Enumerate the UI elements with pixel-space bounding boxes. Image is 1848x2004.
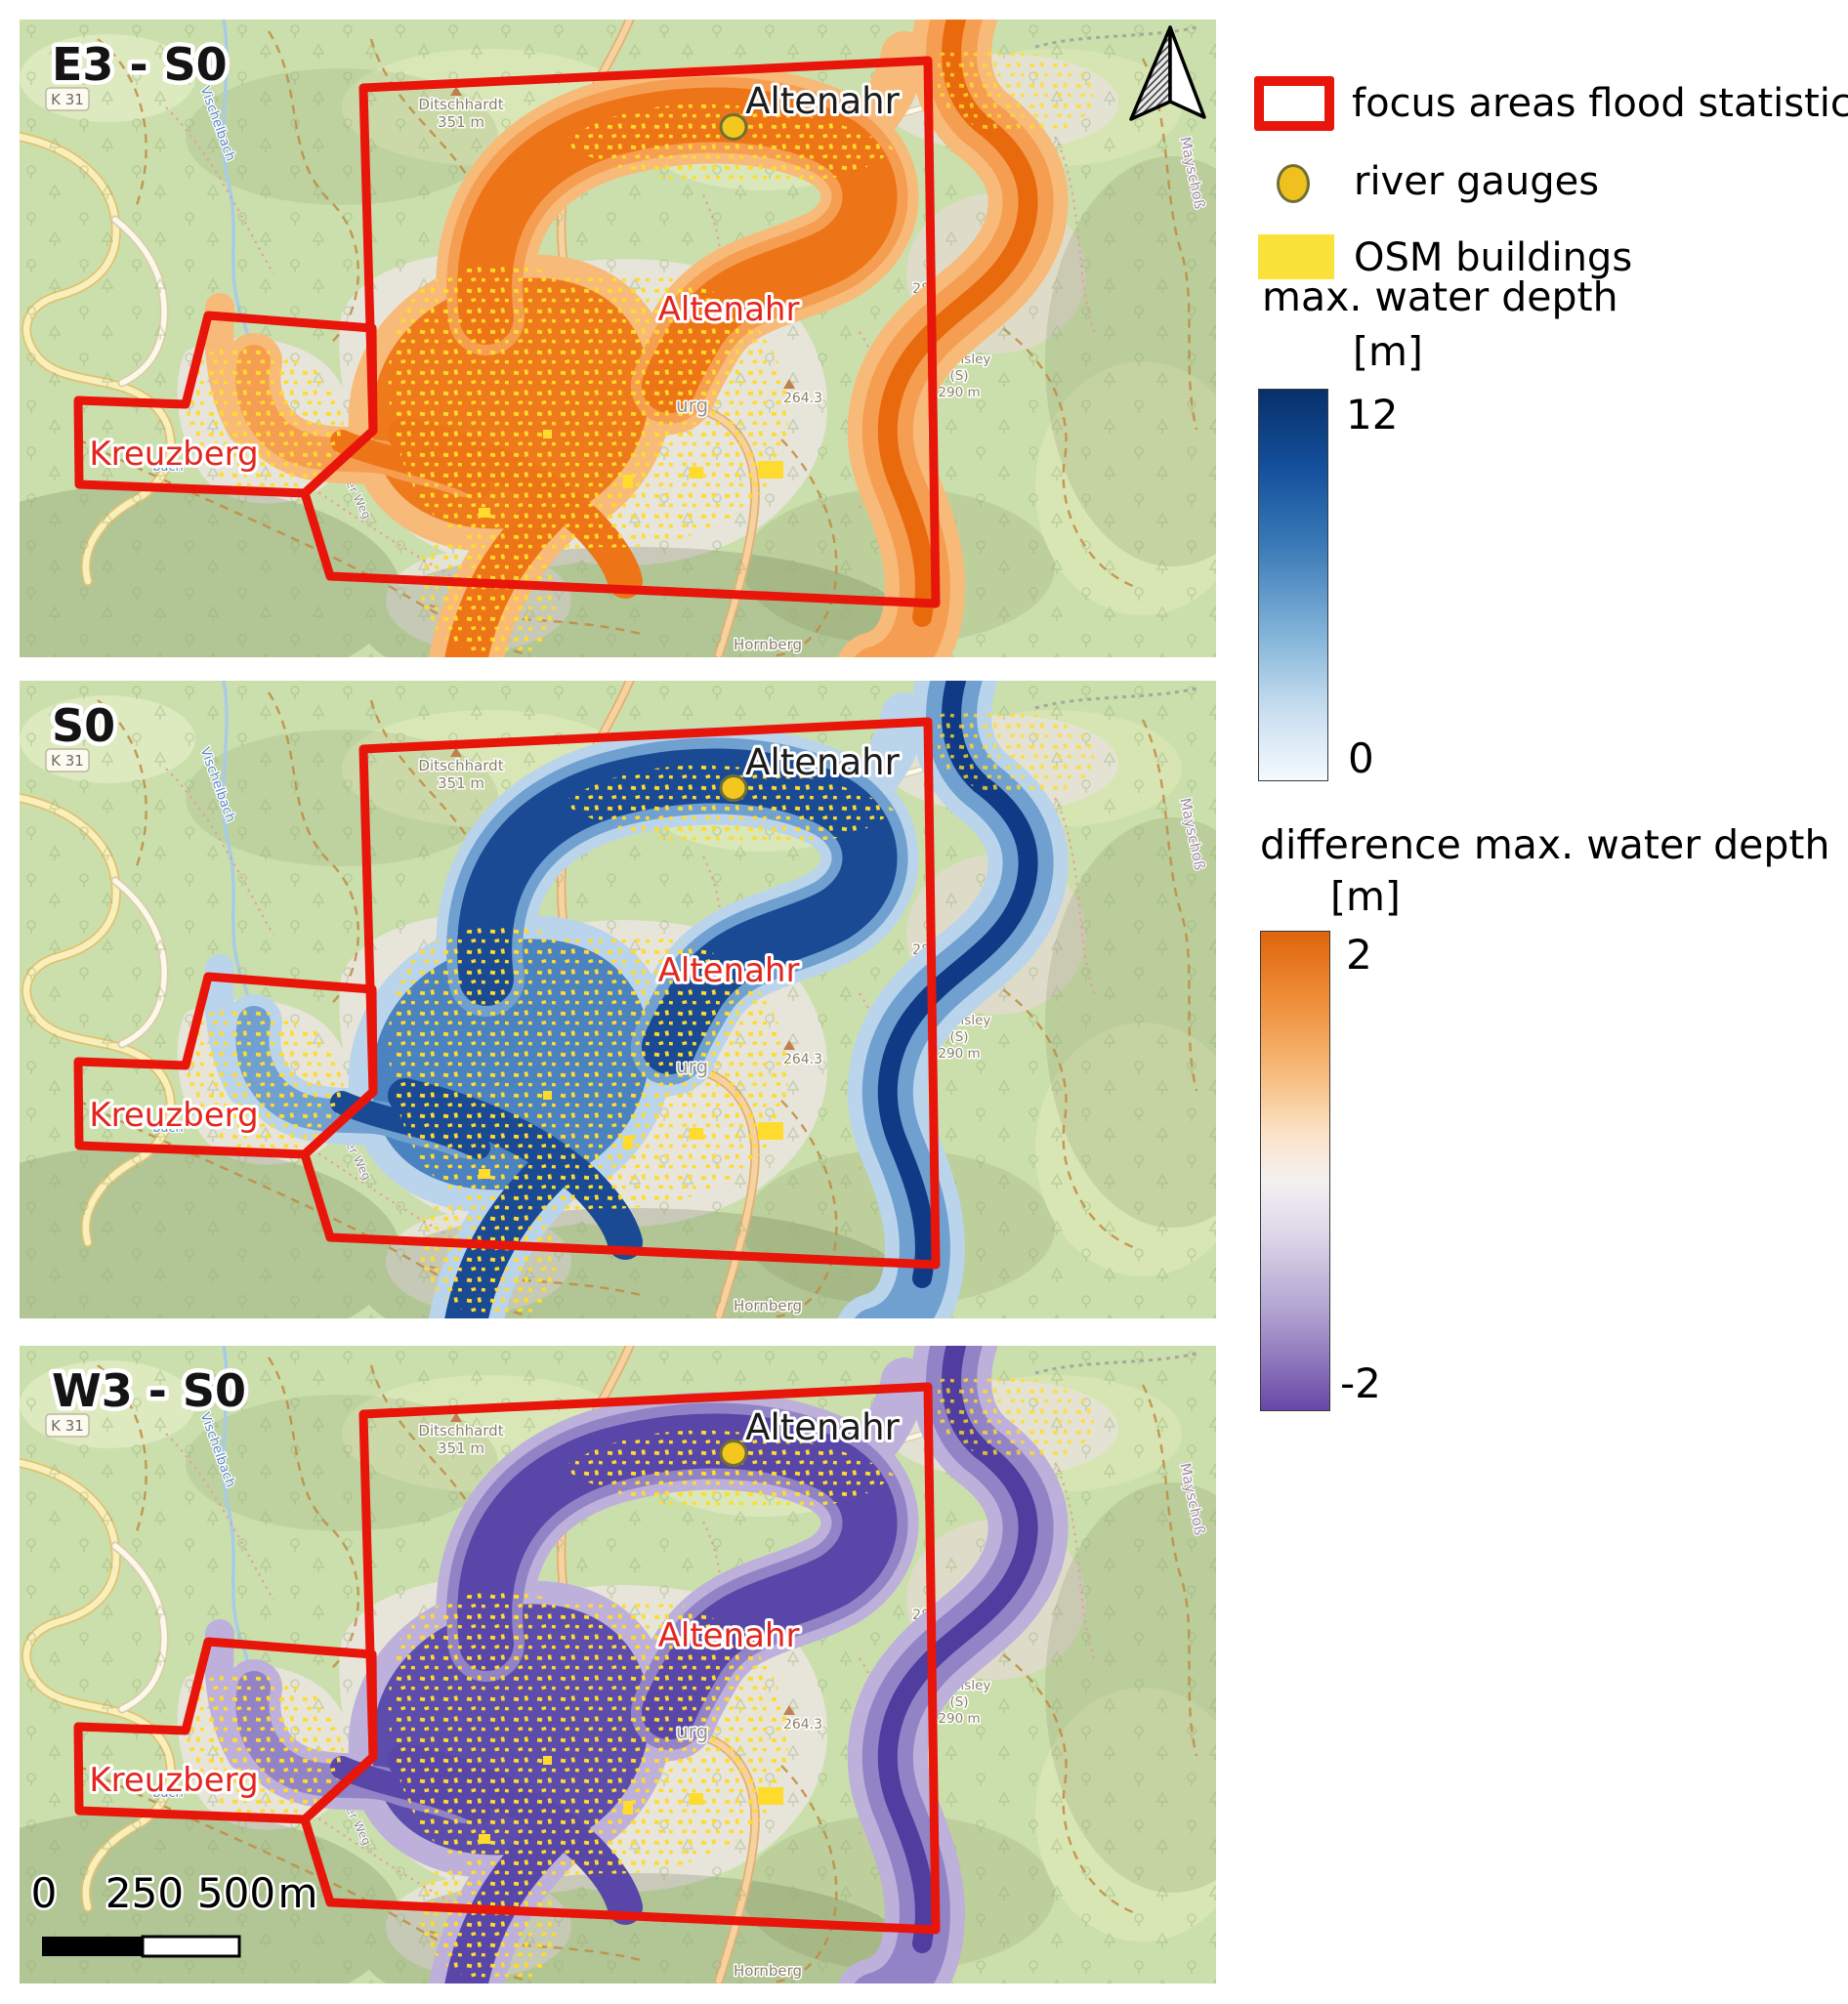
legend-item-osm-buildings: OSM buildings <box>1354 235 1633 280</box>
panel-code-label: E3 - S0 <box>52 38 228 91</box>
depth-colorbar <box>1258 389 1328 781</box>
map-panel-s0: S0 <box>20 681 1216 1318</box>
depth-min-label: 0 <box>1348 734 1374 782</box>
scale-bar: 0 250 500 m <box>28 1867 320 1958</box>
diff-colorbar <box>1260 931 1330 1411</box>
legend-item-focus-areas: focus areas flood statistics <box>1352 81 1848 126</box>
svg-text:m: m <box>278 1869 318 1917</box>
svg-text:0: 0 <box>31 1869 58 1917</box>
map-panel-e3-s0: E3 - S0 <box>20 20 1216 657</box>
panel-code-label: W3 - S0 <box>52 1364 246 1417</box>
legend-item-river-gauges: river gauges <box>1354 159 1600 204</box>
svg-text:500: 500 <box>197 1869 275 1917</box>
panel-code-label: S0 <box>52 699 115 752</box>
north-arrow-icon <box>1129 25 1206 121</box>
diff-bar-title: difference max. water depth <box>1260 821 1830 868</box>
diff-min-label: -2 <box>1340 1359 1381 1407</box>
depth-bar-unit: [m] <box>1353 328 1423 375</box>
map-panel-w3-s0: W3 - S0 0 250 500 m <box>20 1346 1216 1983</box>
depth-bar-title: max. water depth <box>1262 273 1618 320</box>
osm-buildings-swatch <box>1258 234 1334 279</box>
focus-area-swatch <box>1254 76 1334 131</box>
river-gauge-swatch <box>1277 164 1310 203</box>
svg-text:250: 250 <box>105 1869 184 1917</box>
diff-bar-unit: [m] <box>1330 873 1401 920</box>
diff-max-label: 2 <box>1346 931 1372 979</box>
depth-max-label: 12 <box>1346 391 1399 438</box>
